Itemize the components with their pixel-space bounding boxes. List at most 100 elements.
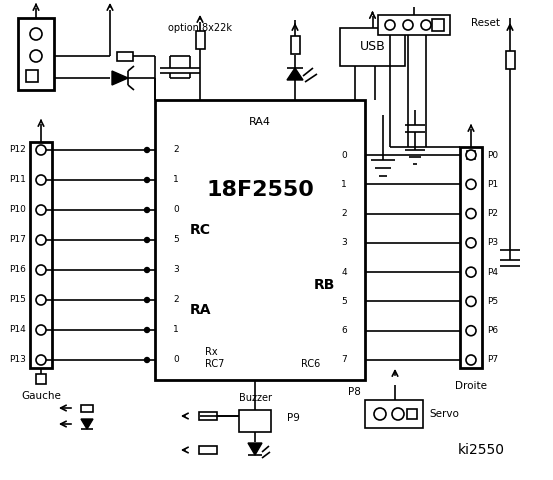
Text: option 8x22k: option 8x22k xyxy=(168,23,232,33)
Text: Gauche: Gauche xyxy=(21,391,61,401)
Circle shape xyxy=(30,50,42,62)
Text: P1: P1 xyxy=(487,180,498,189)
Circle shape xyxy=(466,267,476,277)
Bar xyxy=(340,28,405,66)
Text: RA: RA xyxy=(190,303,211,317)
Text: P14: P14 xyxy=(9,325,26,335)
Circle shape xyxy=(466,150,476,160)
Circle shape xyxy=(36,145,46,155)
Text: P12: P12 xyxy=(9,145,26,155)
Circle shape xyxy=(36,265,46,275)
Text: 5: 5 xyxy=(341,297,347,306)
Circle shape xyxy=(144,147,149,153)
Bar xyxy=(81,405,93,411)
Text: 18F2550: 18F2550 xyxy=(206,180,314,200)
Text: RC6: RC6 xyxy=(301,359,320,369)
Circle shape xyxy=(36,205,46,215)
Text: 4: 4 xyxy=(341,268,347,276)
Text: P11: P11 xyxy=(9,176,26,184)
Bar xyxy=(196,31,205,49)
Text: P8: P8 xyxy=(348,387,361,397)
Text: 3: 3 xyxy=(341,239,347,247)
Bar xyxy=(432,19,444,31)
Bar xyxy=(199,446,217,454)
Circle shape xyxy=(144,238,149,242)
Circle shape xyxy=(466,209,476,218)
Circle shape xyxy=(144,327,149,333)
Text: 2: 2 xyxy=(173,296,179,304)
Text: P17: P17 xyxy=(9,236,26,244)
Text: 2: 2 xyxy=(173,145,179,155)
Text: P9: P9 xyxy=(286,413,299,423)
Bar xyxy=(407,409,417,419)
Circle shape xyxy=(36,355,46,365)
Bar xyxy=(199,412,217,420)
Text: Droite: Droite xyxy=(455,381,487,391)
Bar xyxy=(460,147,482,368)
Text: RC7: RC7 xyxy=(205,359,225,369)
Text: Rx: Rx xyxy=(205,347,218,357)
Bar xyxy=(26,70,38,82)
Text: ki2550: ki2550 xyxy=(458,443,505,457)
Circle shape xyxy=(466,297,476,306)
Circle shape xyxy=(144,207,149,213)
Text: 0: 0 xyxy=(173,356,179,364)
Circle shape xyxy=(466,355,476,365)
Text: P7: P7 xyxy=(487,356,498,364)
Bar xyxy=(505,51,514,69)
Text: P15: P15 xyxy=(9,296,26,304)
Bar xyxy=(155,100,365,380)
Text: 1: 1 xyxy=(173,176,179,184)
Circle shape xyxy=(466,326,476,336)
Text: 2: 2 xyxy=(341,209,347,218)
Text: P4: P4 xyxy=(487,268,498,276)
Text: Buzzer: Buzzer xyxy=(238,393,272,403)
Circle shape xyxy=(421,20,431,30)
Circle shape xyxy=(466,180,476,189)
Bar xyxy=(117,51,133,60)
Text: USB: USB xyxy=(359,40,385,53)
Text: Servo: Servo xyxy=(429,409,459,419)
Text: 0: 0 xyxy=(173,205,179,215)
Text: 5: 5 xyxy=(173,236,179,244)
Text: 1: 1 xyxy=(341,180,347,189)
Circle shape xyxy=(403,20,413,30)
Circle shape xyxy=(144,267,149,273)
Circle shape xyxy=(30,28,42,40)
Text: P0: P0 xyxy=(487,151,498,159)
Text: RA4: RA4 xyxy=(249,117,271,127)
Polygon shape xyxy=(112,71,128,85)
Circle shape xyxy=(36,325,46,335)
Circle shape xyxy=(466,238,476,248)
Text: RB: RB xyxy=(314,278,335,292)
Text: P10: P10 xyxy=(9,205,26,215)
Circle shape xyxy=(374,408,386,420)
Text: 1: 1 xyxy=(173,325,179,335)
Text: P3: P3 xyxy=(487,239,498,247)
Text: 6: 6 xyxy=(341,326,347,335)
Text: P16: P16 xyxy=(9,265,26,275)
Text: Reset: Reset xyxy=(471,18,500,28)
Text: RC: RC xyxy=(190,223,211,237)
Text: P13: P13 xyxy=(9,356,26,364)
Bar xyxy=(378,15,450,35)
Text: P6: P6 xyxy=(487,326,498,335)
Bar xyxy=(365,400,423,428)
Polygon shape xyxy=(287,68,303,80)
Bar xyxy=(18,18,54,90)
Circle shape xyxy=(144,178,149,182)
Bar xyxy=(30,142,52,368)
Circle shape xyxy=(36,175,46,185)
Text: 7: 7 xyxy=(341,356,347,364)
Bar xyxy=(290,36,300,54)
Text: 0: 0 xyxy=(341,151,347,159)
Text: 3: 3 xyxy=(173,265,179,275)
Circle shape xyxy=(392,408,404,420)
Text: P5: P5 xyxy=(487,297,498,306)
Text: P2: P2 xyxy=(487,209,498,218)
Bar xyxy=(467,151,475,159)
Bar xyxy=(36,374,46,384)
Circle shape xyxy=(36,235,46,245)
Circle shape xyxy=(144,358,149,362)
Circle shape xyxy=(36,295,46,305)
